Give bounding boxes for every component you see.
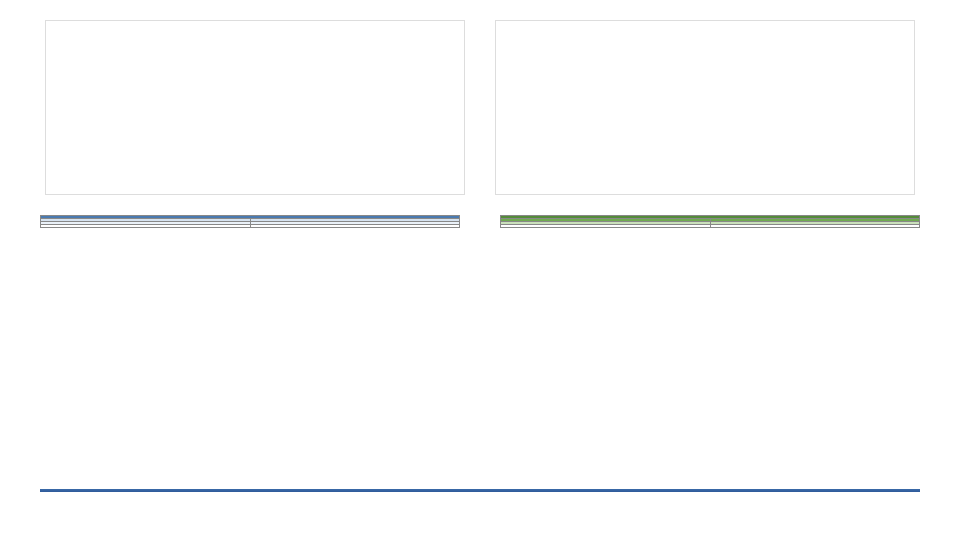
copper-table xyxy=(500,215,920,228)
copper-avg-val xyxy=(710,225,920,228)
silver-chart xyxy=(45,18,465,195)
silver-avg-label xyxy=(41,225,251,228)
copper-chart xyxy=(495,18,915,195)
silver-avg-val xyxy=(250,225,460,228)
tables-row xyxy=(0,195,960,228)
copper-avg-label xyxy=(501,225,711,228)
silver-table xyxy=(40,215,460,228)
footer-divider xyxy=(40,489,920,492)
charts-row xyxy=(0,10,960,195)
slide-title xyxy=(0,0,960,10)
